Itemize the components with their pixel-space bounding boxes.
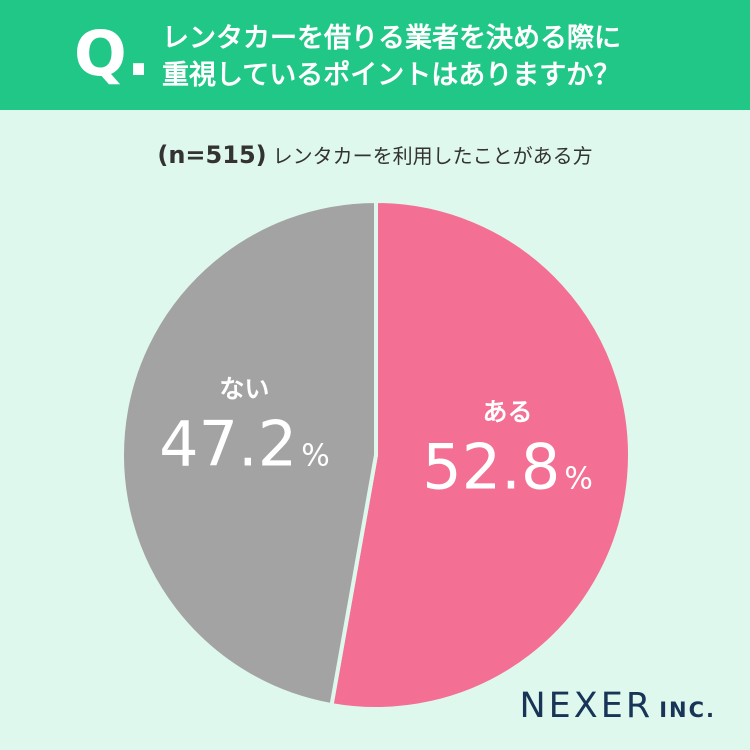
pie-slice-yes <box>329 199 632 711</box>
sample-caption: (n=515) レンタカーを利用したことがある方 <box>0 140 750 169</box>
slice-label-yes: ある <box>483 398 533 427</box>
question-text: レンタカーを借りる業者を決める際に 重視しているポイントはありますか？ <box>162 20 621 94</box>
pie-slice-no <box>120 199 378 708</box>
slice-value-yes: 52.8% <box>422 431 593 504</box>
logo-suffix: INC. <box>659 698 716 722</box>
q-mark: Q. <box>74 17 151 90</box>
question-header: Q. レンタカーを借りる業者を決める際に 重視しているポイントはありますか？ <box>0 0 750 110</box>
logo-main: NEXER <box>519 686 654 726</box>
sample-size: (n=515) <box>157 141 267 169</box>
slice-label-no: ない <box>219 374 269 403</box>
question-line-1: レンタカーを借りる業者を決める際に <box>162 23 621 54</box>
sample-description: レンタカーを利用したことがある方 <box>272 144 593 168</box>
pie-labels: ある 52.8 % ない 47.2% <box>159 374 593 503</box>
nexer-logo: NEXER INC. <box>520 686 717 726</box>
question-line-2: 重視しているポイントはありますか？ <box>162 60 621 91</box>
slice-value-no: 47.2% <box>159 407 330 480</box>
pie-slices <box>120 199 632 711</box>
